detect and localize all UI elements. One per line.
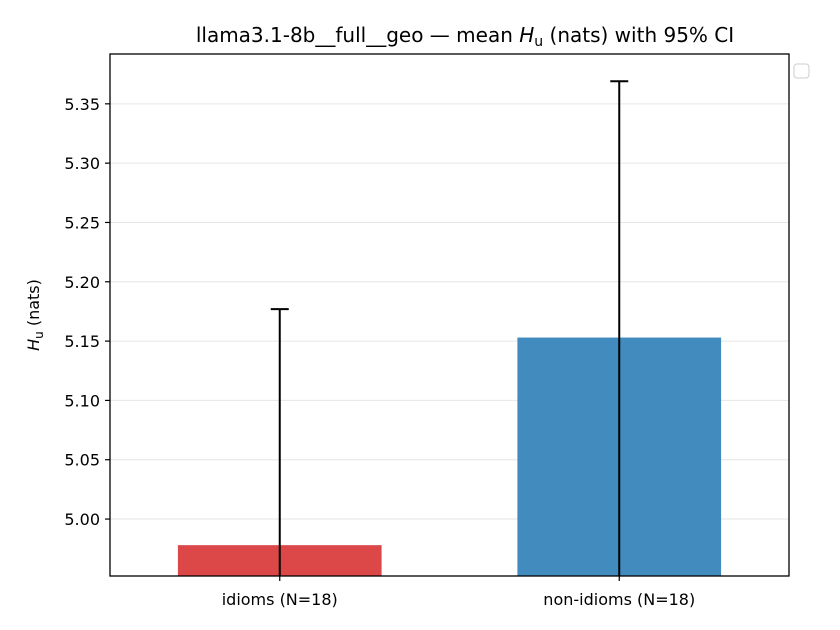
error-bars [270,80,629,576]
x-axis-ticks: idioms (N=18) non-idioms (N=18) [222,576,695,609]
plot-frame [109,53,790,577]
gridlines [110,103,789,520]
x-tick-label: non-idioms (N=18) [543,590,695,609]
y-tick-label: 5.00 [64,510,100,529]
y-tick-label: 5.15 [64,332,100,351]
bars [177,337,722,576]
y-tick-label: 5.20 [64,273,100,292]
y-axis-ticks: 5.00 5.05 5.10 5.15 5.20 5.25 5.30 5.35 [64,95,110,529]
legend-box [793,63,810,79]
y-tick-label: 5.30 [64,154,100,173]
chart-title: llama3.1-8b__full__geo — mean Hu (nats) … [196,23,734,50]
y-tick-label: 5.35 [64,95,100,114]
y-tick-label: 5.05 [64,451,100,470]
y-tick-label: 5.10 [64,391,100,410]
y-tick-label: 5.25 [64,213,100,232]
y-axis-label: Hu (nats) [24,279,46,351]
x-tick-label: idioms (N=18) [222,590,338,609]
